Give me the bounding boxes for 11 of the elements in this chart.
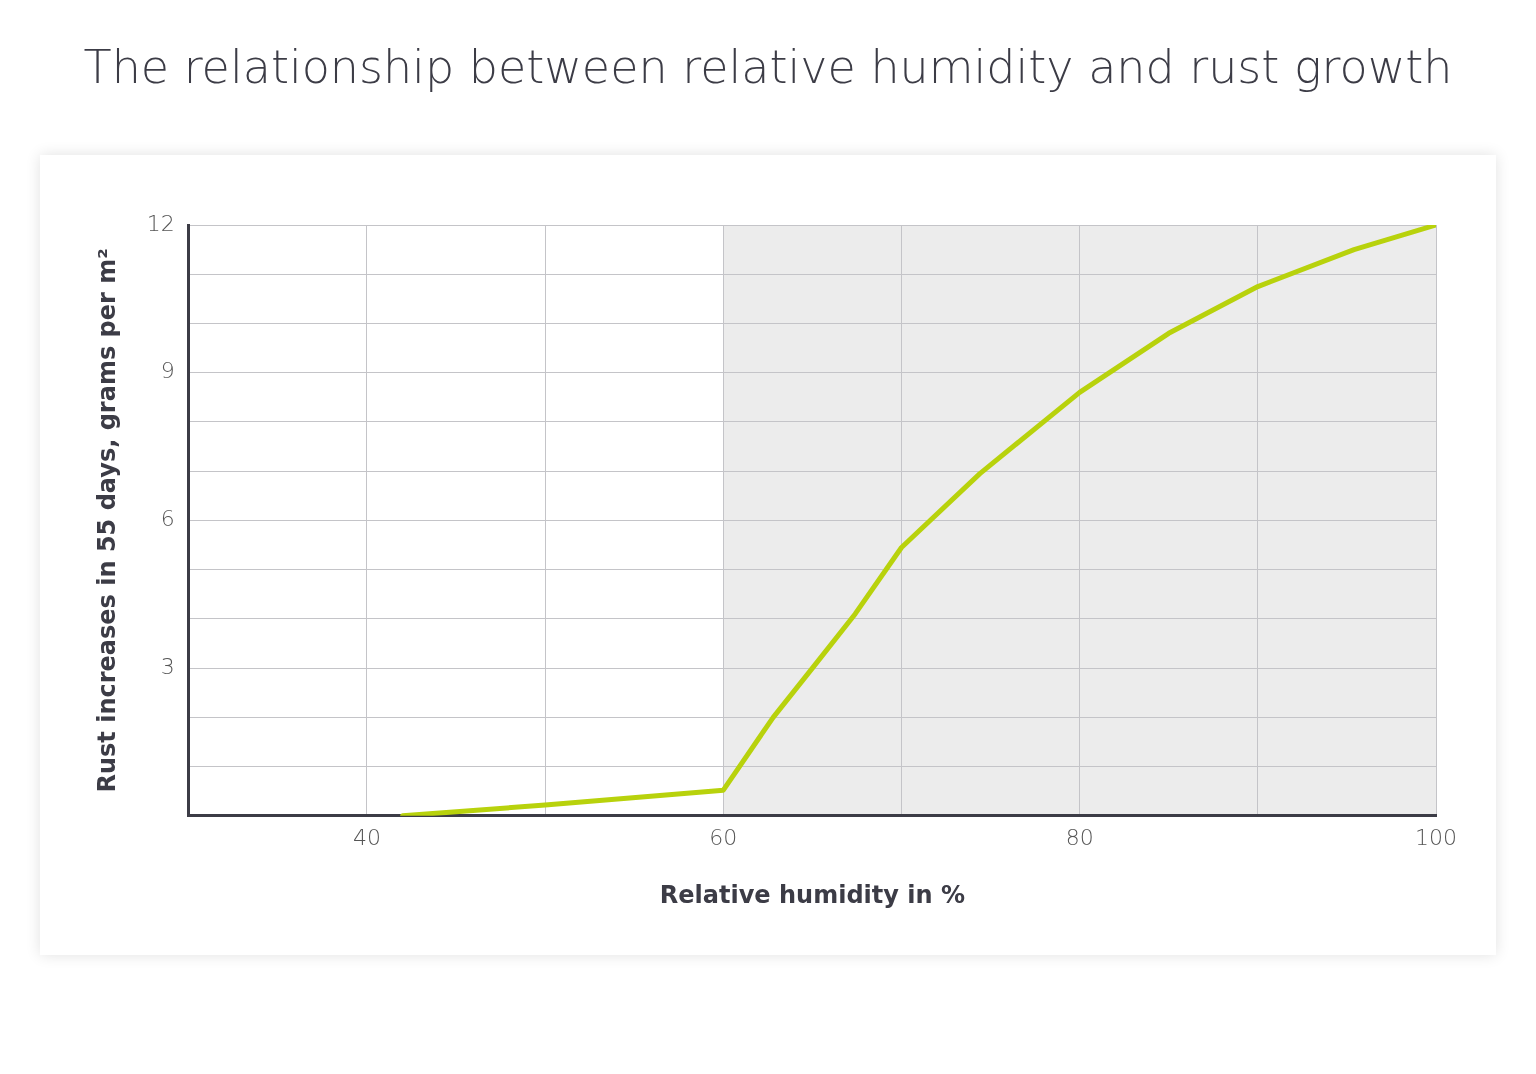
y-tick-label: 3 — [160, 653, 175, 679]
x-axis-title: Relative humidity in % — [659, 880, 965, 909]
y-axis-title: Rust increases in 55 days, grams per m² — [92, 248, 121, 793]
chart-title: The relationship between relative humidity and rust growth — [82, 40, 1454, 94]
x-tick-label: 40 — [352, 824, 381, 850]
x-tick-label: 80 — [1065, 824, 1094, 850]
y-tick-label: 6 — [160, 506, 175, 532]
y-tick-label: 12 — [146, 210, 175, 236]
y-tick-label: 9 — [160, 358, 175, 384]
x-tick-label: 60 — [709, 824, 738, 850]
x-tick-label: 100 — [1415, 824, 1457, 850]
